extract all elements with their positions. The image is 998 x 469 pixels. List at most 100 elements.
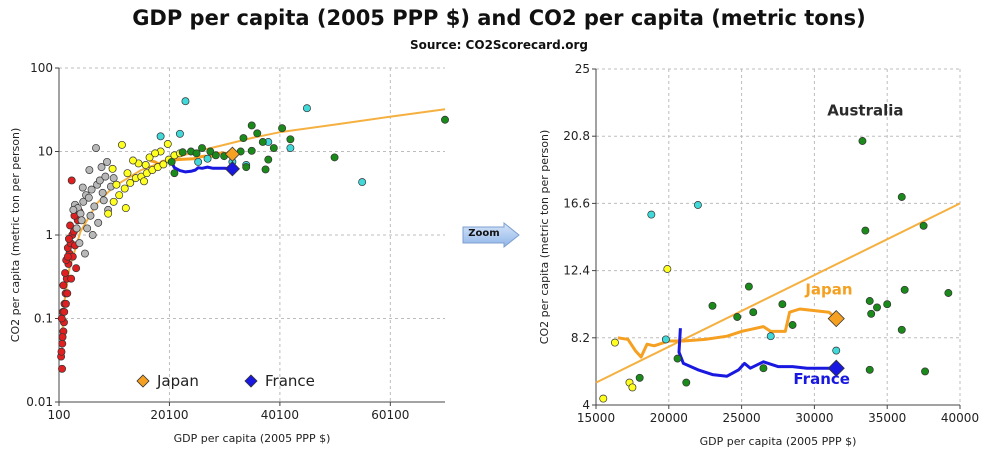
cyan-point (203, 154, 212, 163)
cyan-point (358, 178, 367, 187)
cyan-point (302, 104, 311, 113)
y-tick-label: 1 (45, 228, 53, 242)
green-point (198, 144, 206, 152)
yellow-point (115, 191, 124, 200)
france-marker (827, 359, 845, 377)
gray-point (103, 157, 111, 166)
y-tick-label: 8.2 (571, 331, 590, 345)
green-point (919, 221, 928, 230)
green-point (744, 282, 753, 291)
red-point (58, 364, 66, 373)
yellow-point (159, 160, 168, 169)
red-point (64, 234, 73, 243)
green-point (865, 365, 874, 374)
x-tick-label: 25000 (723, 411, 761, 425)
green-point (759, 364, 768, 373)
y-tick-label: 0.01 (26, 395, 53, 409)
legend-label-japan: Japan (156, 372, 199, 390)
y-tick-label: 100 (30, 61, 53, 75)
x-axis-title: GDP per capita (2005 PPP $) (174, 432, 331, 445)
zoom-label: Zoom (468, 228, 500, 239)
x-tick-label: 20000 (650, 411, 688, 425)
gray-point (90, 202, 99, 211)
y-tick-label: 10 (38, 145, 53, 159)
y-tick-label: 25 (575, 62, 590, 76)
yellow-point (599, 394, 608, 403)
red-point (67, 274, 76, 283)
green-point (261, 165, 270, 174)
green-point (441, 115, 449, 124)
gray-point (72, 224, 81, 233)
yellow-point (610, 338, 619, 347)
green-point (944, 289, 953, 297)
green-point (673, 354, 682, 363)
yellow-point (112, 180, 121, 189)
gray-point (85, 166, 94, 174)
x-tick-label: 30000 (795, 411, 833, 425)
gray-point (95, 176, 104, 185)
yellow-point (145, 153, 154, 162)
yellow-point (140, 177, 148, 186)
gray-point (75, 239, 84, 248)
japan-marker (827, 310, 845, 328)
red-point (60, 307, 69, 316)
gray-point (69, 205, 78, 214)
x-tick-label: 20100 (150, 408, 188, 422)
france-path-line (170, 156, 233, 174)
x-tick-label: 15000 (577, 411, 615, 425)
yellow-point (108, 164, 117, 173)
y-tick-label: 0.1 (34, 312, 53, 326)
y-axis-title: CO2 per capita (metric ton per person) (538, 130, 551, 344)
red-point (57, 347, 66, 356)
zoom-arrow-icon (462, 222, 520, 248)
red-point (63, 289, 72, 298)
green-point (921, 367, 930, 376)
cyan-point (661, 335, 670, 344)
x-tick-label: 35000 (868, 411, 906, 425)
gray-point (109, 174, 118, 183)
gray-point (79, 197, 88, 206)
red-point (66, 221, 74, 230)
x-axis-title: GDP per capita (2005 PPP $) (700, 435, 857, 448)
red-point (63, 252, 72, 261)
green-point (883, 300, 892, 309)
green-point (733, 313, 742, 321)
green-point (247, 146, 256, 155)
gray-point (81, 249, 89, 258)
annotation-australia: Australia (827, 101, 903, 119)
gray-point (98, 188, 107, 197)
gray-point (97, 163, 106, 172)
green-point (192, 149, 201, 158)
yellow-point (141, 161, 150, 169)
annotation-japan: Japan (804, 281, 852, 299)
green-point (269, 144, 278, 152)
green-point (897, 193, 906, 201)
green-point (778, 300, 787, 309)
gray-point (77, 216, 86, 225)
yellow-point (628, 383, 637, 392)
yellow-point (123, 169, 132, 178)
green-point (861, 226, 870, 235)
legend-marker-japan (136, 374, 150, 388)
gray-point (88, 231, 97, 239)
green-point (286, 135, 295, 144)
green-point (858, 137, 867, 145)
green-point (253, 129, 262, 138)
gray-point (84, 193, 93, 202)
red-point (58, 333, 67, 341)
red-point (61, 299, 70, 308)
y-tick-label: 12.4 (563, 264, 590, 278)
x-tick-label: 40100 (261, 408, 299, 422)
green-point (682, 378, 691, 387)
green-point (278, 124, 287, 133)
cyan-point (181, 97, 190, 106)
yellow-point (163, 140, 172, 148)
green-point (178, 148, 187, 157)
yellow-point (109, 197, 118, 206)
chart-subtitle: Source: CO2Scorecard.org (409, 38, 589, 52)
yellow-point (126, 179, 135, 187)
green-point (211, 151, 220, 160)
y-tick-label: 20.8 (563, 129, 590, 143)
cyan-point (175, 129, 184, 138)
